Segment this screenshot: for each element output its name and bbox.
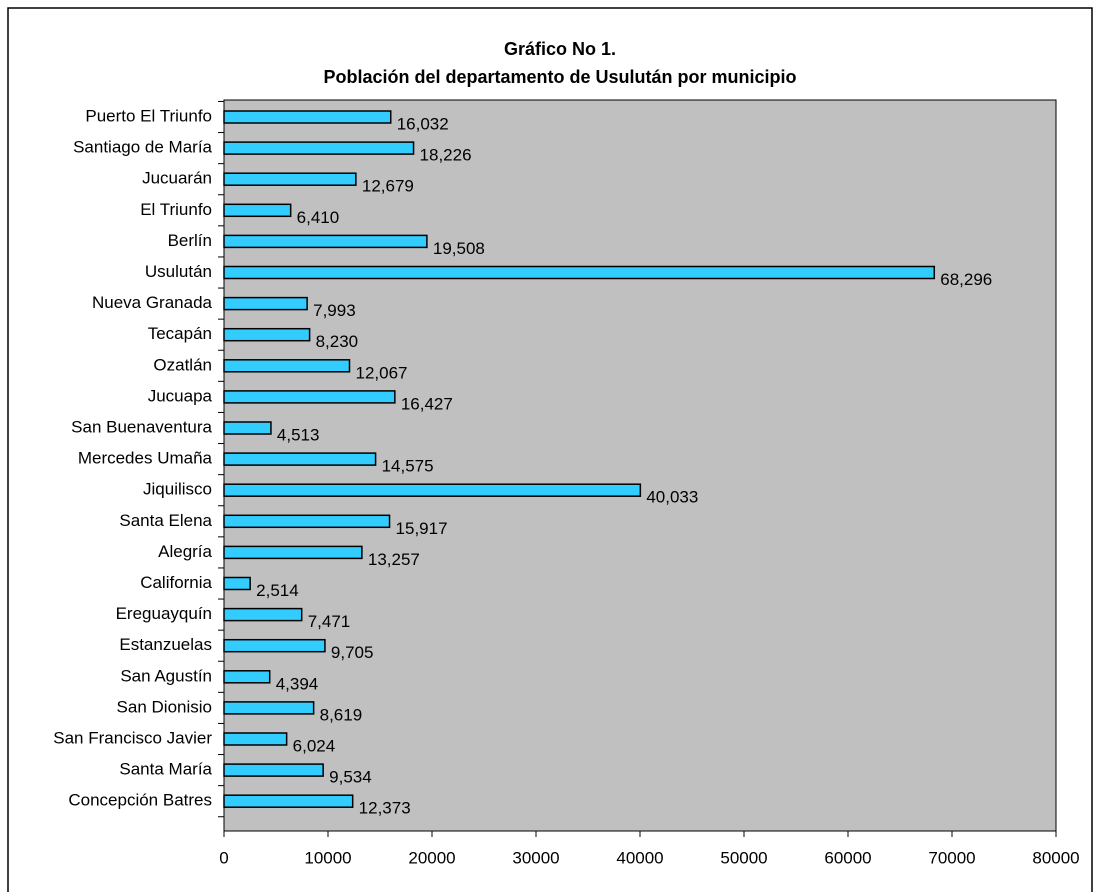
bar bbox=[223, 514, 391, 529]
y-tick-label: Jiquilisco bbox=[143, 480, 212, 499]
y-tick-label: Tecapán bbox=[148, 324, 212, 343]
x-tick-label: 80000 bbox=[1032, 848, 1079, 867]
y-tick-label: California bbox=[140, 573, 212, 592]
value-label: 13,257 bbox=[368, 550, 420, 569]
y-tick-label: San Buenaventura bbox=[71, 417, 212, 436]
bar bbox=[223, 390, 396, 404]
y-tick-label: Mercedes Umaña bbox=[78, 449, 213, 468]
bar bbox=[223, 794, 354, 808]
y-tick-label: San Dionisio bbox=[117, 697, 212, 716]
y-tick-label: Ozatlán bbox=[153, 355, 212, 374]
bar bbox=[223, 265, 936, 280]
x-tick-label: 20000 bbox=[408, 848, 455, 867]
bar bbox=[223, 732, 288, 746]
bar bbox=[223, 421, 272, 435]
value-label: 7,993 bbox=[313, 301, 356, 320]
bar bbox=[223, 172, 357, 186]
value-label: 9,705 bbox=[331, 643, 374, 662]
y-tick-label: Jucuarán bbox=[142, 169, 212, 188]
value-label: 4,394 bbox=[276, 674, 319, 693]
bar bbox=[223, 110, 392, 124]
value-label: 18,226 bbox=[420, 146, 472, 165]
value-label: 9,534 bbox=[329, 768, 372, 787]
bar bbox=[223, 359, 351, 373]
value-label: 16,032 bbox=[397, 114, 449, 133]
bar bbox=[223, 234, 428, 249]
y-tick-label: Ereguayquín bbox=[116, 604, 212, 623]
y-tick-label: Santa María bbox=[119, 760, 212, 779]
bar bbox=[223, 141, 415, 155]
bar bbox=[223, 327, 311, 342]
chart-frame bbox=[7, 7, 1093, 892]
x-tick-label: 40000 bbox=[616, 848, 663, 867]
y-tick-label: San Francisco Javier bbox=[53, 728, 212, 747]
value-label: 8,619 bbox=[320, 705, 363, 724]
value-label: 19,508 bbox=[433, 239, 485, 258]
bar bbox=[223, 203, 292, 218]
value-label: 15,917 bbox=[396, 519, 448, 538]
y-tick-label: Nueva Granada bbox=[92, 293, 213, 312]
x-tick-label: 60000 bbox=[824, 848, 871, 867]
bar bbox=[223, 545, 363, 560]
y-tick-label: Estanzuelas bbox=[119, 635, 212, 654]
value-label: 12,067 bbox=[355, 363, 407, 382]
x-tick-label: 30000 bbox=[512, 848, 559, 867]
bar bbox=[223, 483, 642, 497]
y-tick-label: Concepción Batres bbox=[68, 791, 212, 810]
y-tick-label: Santiago de María bbox=[73, 138, 212, 157]
value-label: 68,296 bbox=[940, 270, 992, 289]
y-tick-label: Puerto El Triunfo bbox=[85, 106, 212, 125]
value-label: 6,410 bbox=[297, 208, 340, 227]
y-tick-label: San Agustín bbox=[120, 666, 212, 685]
bar bbox=[223, 607, 303, 622]
x-tick-label: 50000 bbox=[720, 848, 767, 867]
x-tick-label: 0 bbox=[219, 848, 228, 867]
bar bbox=[223, 701, 315, 715]
x-tick-label: 70000 bbox=[928, 848, 975, 867]
y-tick-label: Jucuapa bbox=[148, 386, 213, 405]
bar bbox=[223, 763, 324, 777]
value-label: 8,230 bbox=[316, 332, 359, 351]
bar bbox=[223, 670, 271, 684]
bar bbox=[223, 452, 377, 466]
value-label: 40,033 bbox=[646, 488, 698, 507]
value-label: 12,679 bbox=[362, 177, 414, 196]
y-tick-label: Alegría bbox=[158, 542, 212, 561]
y-tick-label: Berlín bbox=[168, 231, 212, 250]
x-tick-label: 10000 bbox=[304, 848, 351, 867]
bar bbox=[223, 296, 308, 311]
y-tick-label: Usulután bbox=[145, 262, 212, 281]
bar bbox=[223, 576, 251, 591]
y-tick-label: Santa Elena bbox=[119, 511, 212, 530]
chart-subtitle: Población del departamento de Usulután p… bbox=[323, 67, 796, 87]
value-label: 7,471 bbox=[308, 612, 351, 631]
value-label: 16,427 bbox=[401, 394, 453, 413]
value-label: 6,024 bbox=[293, 736, 336, 755]
bar bbox=[223, 638, 326, 653]
chart-title: Gráfico No 1. bbox=[504, 39, 616, 59]
value-label: 14,575 bbox=[382, 457, 434, 476]
value-label: 2,514 bbox=[256, 581, 299, 600]
y-tick-label: El Triunfo bbox=[140, 200, 212, 219]
value-label: 12,373 bbox=[359, 799, 411, 818]
value-label: 4,513 bbox=[277, 425, 320, 444]
